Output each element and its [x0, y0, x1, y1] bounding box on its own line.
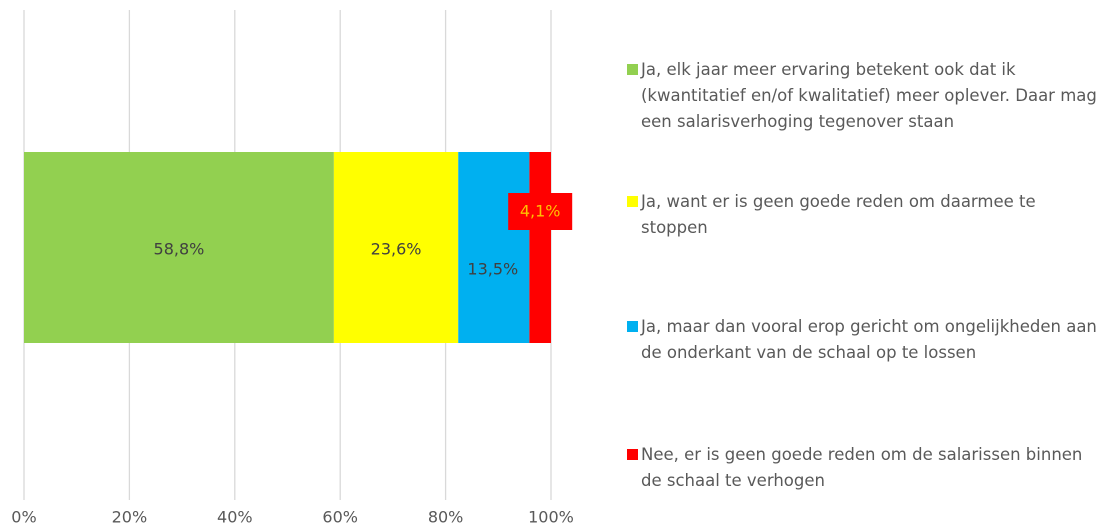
legend-swatch [627, 64, 638, 75]
x-tick-label: 60% [322, 508, 358, 525]
data-label: 23,6% [371, 240, 422, 259]
x-tick-label: 40% [217, 508, 253, 525]
bar-segment [333, 152, 459, 343]
legend-label: Ja, want er is geen goede reden om daarm… [641, 192, 1036, 237]
data-label: 58,8% [154, 240, 205, 259]
legend-item: Ja, elk jaar meer ervaring betekent ook … [627, 57, 1107, 135]
bar-segment [458, 152, 530, 343]
legend-swatch [627, 449, 638, 460]
x-tick-label: 0% [11, 508, 36, 525]
legend-label: Ja, maar dan vooral erop gericht om onge… [641, 317, 1097, 362]
legend-item: Ja, maar dan vooral erop gericht om onge… [627, 314, 1107, 366]
data-label: 4,1% [520, 202, 561, 221]
data-label-box [508, 193, 573, 230]
data-label: 13,5% [467, 260, 518, 279]
x-tick-label: 20% [112, 508, 148, 525]
x-tick-label: 100% [528, 508, 574, 525]
legend-item: Ja, want er is geen goede reden om daarm… [627, 189, 1107, 241]
bar-segment [529, 152, 551, 343]
legend-swatch [627, 321, 638, 332]
bar-segment [24, 152, 334, 343]
legend-label: Ja, elk jaar meer ervaring betekent ook … [641, 60, 1097, 131]
x-tick-label: 80% [428, 508, 464, 525]
chart: 0% 20% 40% 60% 80% 100% 58,8% 23,6% 13,5% 4,1% [11, 10, 574, 525]
legend-swatch [627, 196, 638, 207]
legend-label: Nee, er is geen goede reden om de salari… [641, 445, 1083, 490]
legend-item: Nee, er is geen goede reden om de salari… [627, 442, 1107, 494]
